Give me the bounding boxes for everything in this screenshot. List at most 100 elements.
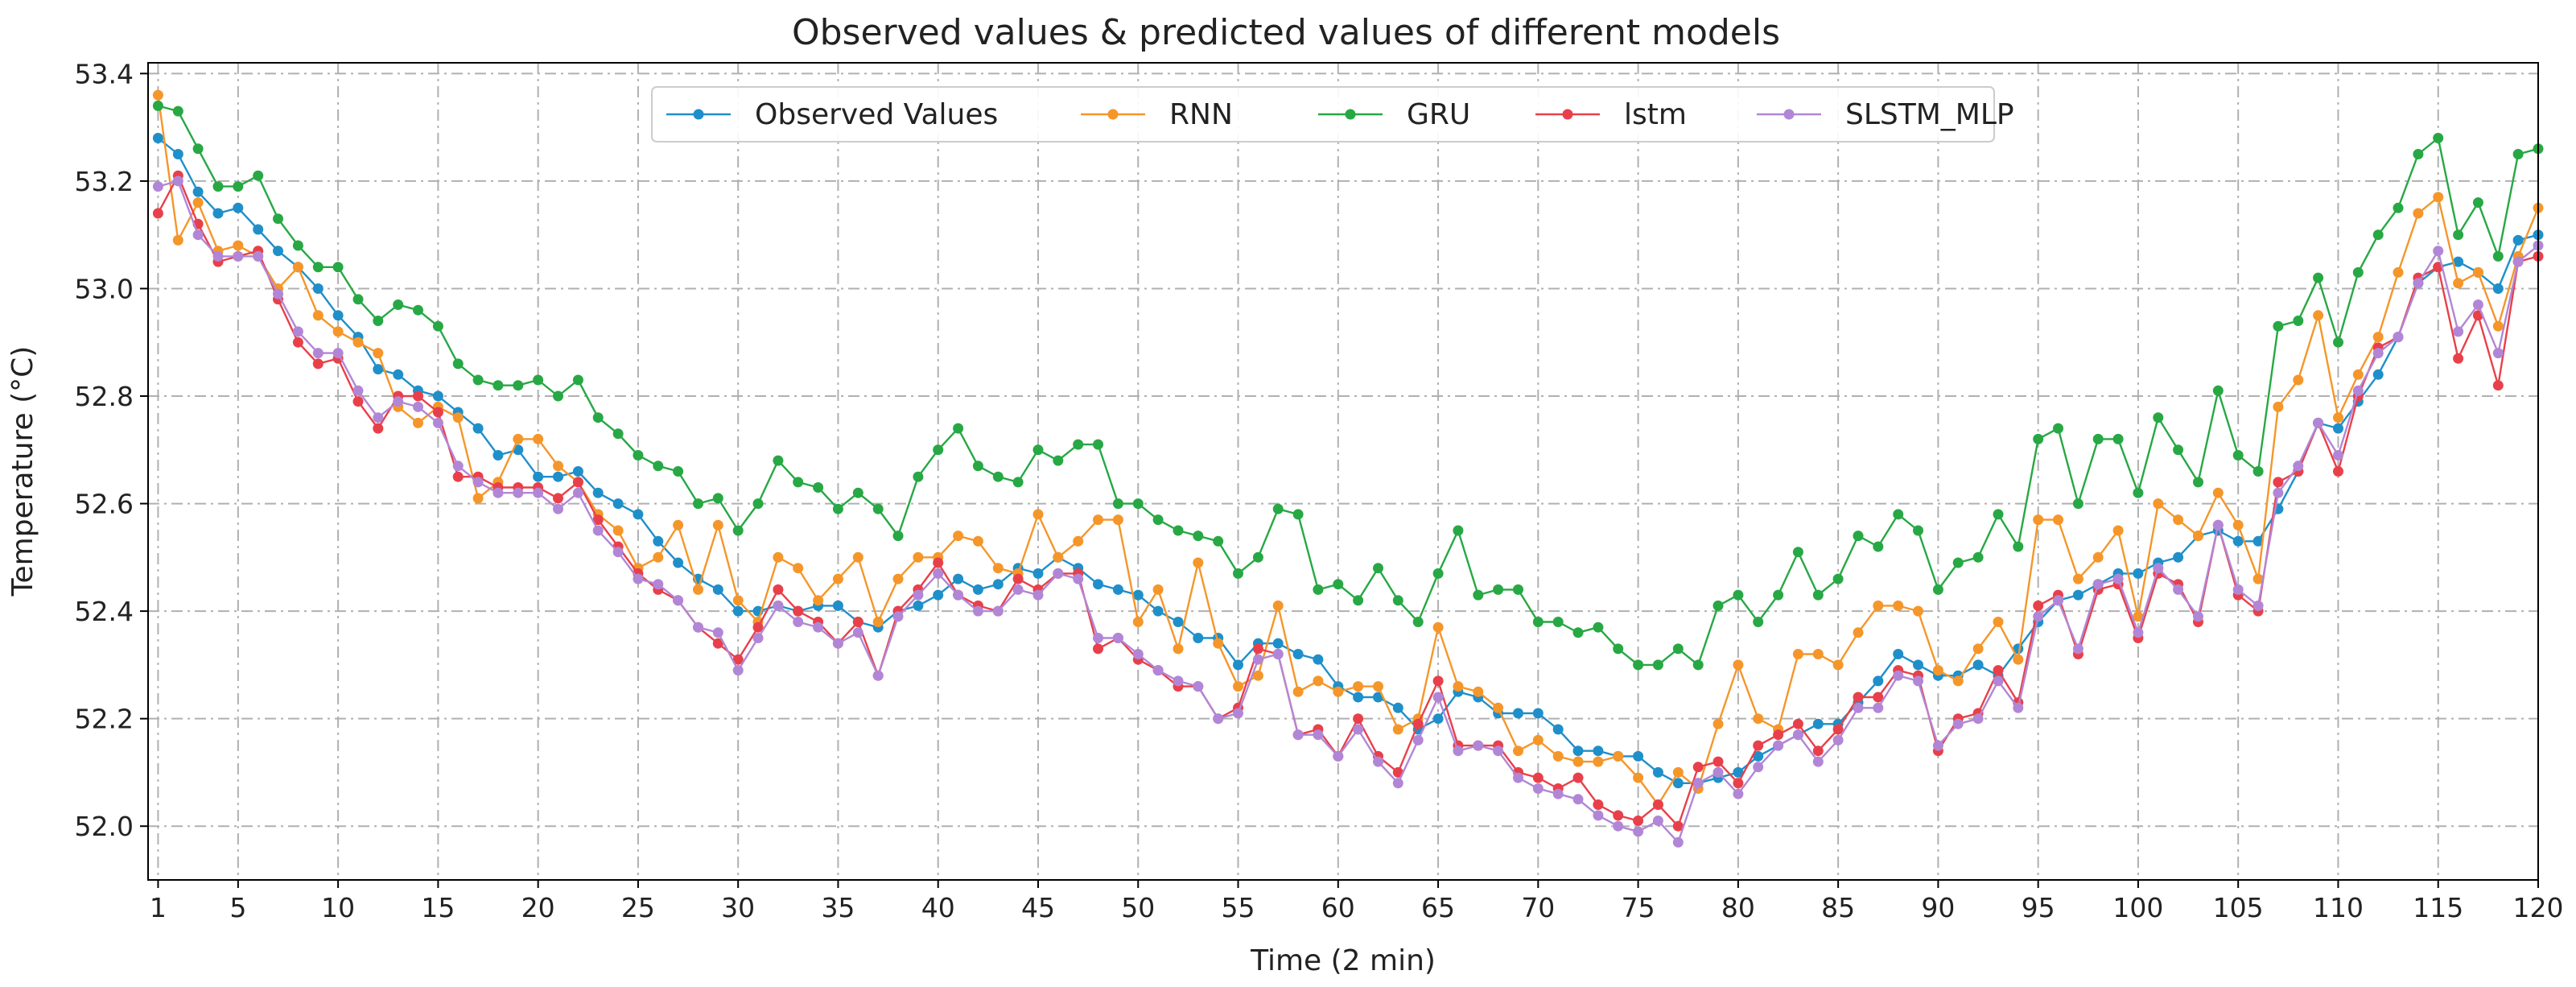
data-point xyxy=(2133,627,2144,638)
data-point xyxy=(192,229,204,241)
data-point xyxy=(793,563,804,574)
data-point xyxy=(732,605,744,617)
data-point xyxy=(2252,600,2264,611)
data-point xyxy=(2193,611,2203,622)
data-point xyxy=(393,369,404,380)
data-point xyxy=(1792,649,1803,659)
data-point xyxy=(2133,611,2144,622)
data-point xyxy=(1873,541,1884,552)
data-point xyxy=(1613,810,1624,821)
data-point xyxy=(1552,724,1564,735)
data-point xyxy=(1373,563,1383,574)
data-point xyxy=(2372,369,2384,380)
x-axis: 1 5 10 15 20 25 30 35 40 45 50 55 60 65 70 75 80 85 90 95 10… xyxy=(150,880,2564,923)
data-point xyxy=(1812,718,1824,729)
legend-marker xyxy=(1562,109,1573,120)
plot-frame xyxy=(147,62,2539,881)
data-point xyxy=(1692,778,1704,789)
data-point xyxy=(1012,573,1024,584)
data-point xyxy=(2053,514,2063,526)
data-point xyxy=(1272,638,1284,649)
data-point xyxy=(1893,600,1904,611)
data-point xyxy=(852,627,863,638)
data-point xyxy=(2472,299,2483,310)
data-point xyxy=(292,240,303,251)
data-point xyxy=(1493,745,1504,757)
data-point xyxy=(172,176,183,187)
data-point xyxy=(513,380,524,391)
data-point xyxy=(1972,551,1984,563)
data-point xyxy=(1972,659,1984,671)
data-point xyxy=(1132,498,1144,510)
data-point xyxy=(2173,551,2184,563)
data-point xyxy=(2313,417,2324,428)
data-point xyxy=(452,358,464,370)
data-point xyxy=(1252,654,1263,665)
data-point xyxy=(212,250,224,262)
data-point xyxy=(2433,246,2444,257)
data-point xyxy=(992,471,1004,482)
data-point xyxy=(1532,617,1544,627)
x-tick-label: 35 xyxy=(821,892,855,923)
data-point xyxy=(1713,718,1724,729)
data-point xyxy=(633,450,644,460)
x-tick-label: 80 xyxy=(1721,892,1755,923)
data-point xyxy=(1173,675,1184,687)
data-point xyxy=(2133,568,2144,579)
data-point xyxy=(732,595,744,606)
data-point xyxy=(1832,734,1844,745)
data-point xyxy=(2273,401,2284,412)
data-point xyxy=(2313,272,2324,283)
data-point xyxy=(2193,477,2203,488)
data-point xyxy=(633,509,644,520)
data-point xyxy=(773,551,784,563)
data-point xyxy=(2212,519,2224,531)
data-point xyxy=(472,423,484,434)
data-point xyxy=(852,487,863,498)
data-point xyxy=(233,202,244,213)
data-point xyxy=(332,348,344,359)
data-point xyxy=(1053,551,1064,563)
data-point xyxy=(773,455,784,466)
data-point xyxy=(913,471,924,482)
data-point xyxy=(1313,729,1324,741)
data-point xyxy=(2352,266,2364,278)
data-point xyxy=(1613,643,1624,655)
data-point xyxy=(1692,659,1704,671)
data-point xyxy=(1753,713,1764,725)
data-point xyxy=(1272,649,1284,659)
data-point xyxy=(1233,708,1243,719)
data-point xyxy=(1353,692,1364,703)
data-point xyxy=(712,519,723,531)
data-point xyxy=(1652,766,1663,778)
data-point xyxy=(373,364,384,375)
data-point xyxy=(2072,643,2083,655)
legend-item: GRU xyxy=(1318,98,1470,131)
data-point xyxy=(432,320,443,332)
data-point xyxy=(1453,525,1464,536)
data-point xyxy=(2013,541,2024,552)
data-point xyxy=(972,605,983,617)
data-point xyxy=(1593,799,1604,810)
data-point xyxy=(1333,750,1344,762)
data-point xyxy=(1252,551,1263,563)
data-point xyxy=(712,638,723,649)
data-point xyxy=(1832,724,1844,735)
data-point xyxy=(1613,750,1624,762)
data-point xyxy=(1893,670,1904,681)
data-point xyxy=(673,557,684,568)
data-point xyxy=(773,584,784,595)
data-point xyxy=(1432,622,1444,633)
data-point xyxy=(1292,686,1304,697)
data-point xyxy=(1552,617,1564,627)
data-point xyxy=(572,466,583,477)
data-point xyxy=(2033,514,2044,526)
data-point xyxy=(1913,525,1923,536)
data-point xyxy=(2252,535,2264,547)
data-point xyxy=(1792,547,1803,558)
data-point xyxy=(1832,659,1844,671)
data-point xyxy=(2072,573,2083,584)
data-point xyxy=(152,89,163,101)
data-point xyxy=(2092,579,2104,590)
legend-marker xyxy=(1345,109,1356,120)
